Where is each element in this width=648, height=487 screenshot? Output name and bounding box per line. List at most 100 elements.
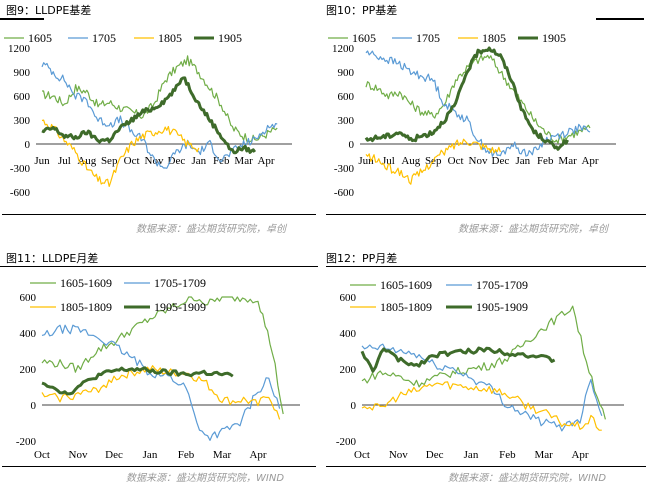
x-tick-label: Oct bbox=[448, 155, 464, 167]
legend-label: 1605-1609 bbox=[60, 276, 112, 290]
legend-label: 1605 bbox=[352, 31, 376, 45]
x-tick-label: Jun bbox=[34, 155, 50, 167]
x-tick-label: Mar bbox=[535, 449, 554, 461]
x-tick-label: Jan bbox=[143, 449, 158, 461]
source-note: 数据来源：盛达期货研究院，卓创 bbox=[136, 224, 286, 235]
legend-label: 1805 bbox=[482, 31, 506, 45]
source-note: 数据来源：盛达期货研究院，卓创 bbox=[458, 224, 608, 235]
y-tick-label: 0 bbox=[25, 139, 31, 151]
y-tick-label: 900 bbox=[338, 67, 355, 79]
y-tick-label: 0 bbox=[31, 400, 37, 412]
x-tick-label: Jan bbox=[191, 155, 206, 167]
series-line-1905-1909 bbox=[41, 366, 234, 396]
x-tick-label: Oct bbox=[354, 449, 370, 461]
series-line-1805-1809 bbox=[41, 365, 281, 420]
x-tick-label: Nov bbox=[469, 155, 488, 167]
legend-label: 1705-1709 bbox=[476, 278, 528, 292]
footer-rule bbox=[2, 214, 316, 215]
y-tick-label: -300 bbox=[10, 163, 31, 175]
x-tick-label: Aug bbox=[401, 155, 420, 167]
y-tick-label: 0 bbox=[351, 400, 357, 412]
x-tick-label: Apr bbox=[257, 155, 274, 167]
legend-label: 1705 bbox=[92, 31, 116, 45]
series-line-1805-1809 bbox=[361, 381, 602, 431]
x-tick-label: Jan bbox=[464, 449, 479, 461]
x-tick-label: Jun bbox=[358, 155, 374, 167]
series-line-1805 bbox=[41, 119, 200, 187]
x-tick-label: Nov bbox=[389, 449, 408, 461]
y-tick-label: 200 bbox=[340, 364, 357, 376]
source-note: 数据来源：盛达期货研究院，WIND bbox=[448, 473, 607, 484]
y-tick-label: 300 bbox=[338, 115, 355, 127]
legend-label: 1805-1809 bbox=[380, 300, 432, 314]
x-tick-label: Jul bbox=[382, 155, 395, 167]
title-rule bbox=[596, 18, 644, 20]
legend-label: 1605 bbox=[28, 31, 52, 45]
legend-label: 1905 bbox=[542, 31, 566, 45]
x-tick-label: Aug bbox=[77, 155, 96, 167]
y-tick-label: 600 bbox=[14, 91, 31, 103]
y-tick-label: 1200 bbox=[8, 43, 31, 55]
y-tick-label: 400 bbox=[340, 328, 357, 340]
x-tick-label: Jul bbox=[58, 155, 71, 167]
x-tick-label: Dec bbox=[426, 449, 444, 461]
series-line-1905 bbox=[364, 46, 569, 151]
x-tick-label: Feb bbox=[178, 449, 195, 461]
y-tick-label: 600 bbox=[20, 292, 37, 304]
title-rule bbox=[326, 266, 646, 267]
chart-title: 图9：LLDPE基差 bbox=[6, 4, 92, 17]
legend-label: 1705 bbox=[416, 31, 440, 45]
series-line-1605 bbox=[42, 55, 278, 143]
series-line-1705 bbox=[365, 50, 591, 157]
legend-label: 1905-1909 bbox=[154, 300, 206, 314]
y-tick-label: 0 bbox=[349, 139, 355, 151]
legend-label: 1605-1609 bbox=[380, 278, 432, 292]
footer-rule bbox=[326, 466, 646, 467]
y-tick-label: 1200 bbox=[332, 43, 355, 55]
legend-label: 1905-1909 bbox=[476, 300, 528, 314]
y-tick-label: -200 bbox=[16, 436, 37, 448]
series-line-1905-1909 bbox=[360, 346, 556, 373]
x-tick-label: Oct bbox=[124, 155, 140, 167]
x-tick-label: Apr bbox=[581, 155, 598, 167]
series-line-1705-1709 bbox=[361, 343, 603, 432]
y-tick-label: 300 bbox=[14, 115, 31, 127]
x-tick-label: Sep bbox=[101, 155, 118, 167]
x-tick-label: Mar bbox=[234, 155, 253, 167]
legend-label: 1905 bbox=[218, 31, 242, 45]
title-rule bbox=[0, 266, 318, 267]
footer-rule bbox=[326, 214, 646, 215]
chart-title: 图11：LLDPE月差 bbox=[6, 252, 99, 265]
y-tick-label: 400 bbox=[20, 328, 37, 340]
x-tick-label: Jan bbox=[515, 155, 530, 167]
series-line-1905 bbox=[41, 76, 257, 155]
x-tick-label: Dec bbox=[105, 449, 123, 461]
x-tick-label: Apr bbox=[249, 449, 266, 461]
y-tick-label: 900 bbox=[14, 67, 31, 79]
legend-label: 1805 bbox=[158, 31, 182, 45]
legend-label: 1705-1709 bbox=[154, 276, 206, 290]
x-tick-label: Feb bbox=[537, 155, 554, 167]
x-tick-label: Dec bbox=[492, 155, 510, 167]
y-tick-label: -200 bbox=[336, 436, 357, 448]
y-tick-label: -600 bbox=[334, 187, 355, 199]
series-line-1805 bbox=[365, 138, 501, 185]
footer-rule bbox=[2, 466, 316, 467]
y-tick-label: -300 bbox=[334, 163, 355, 175]
y-tick-label: 200 bbox=[20, 364, 37, 376]
chart-title: 图10：PP基差 bbox=[326, 4, 398, 17]
series-line-1605 bbox=[365, 54, 591, 144]
chart-title: 图12：PP月差 bbox=[326, 252, 398, 265]
x-tick-label: Oct bbox=[34, 449, 50, 461]
series-line-1605-1609 bbox=[361, 305, 606, 420]
source-note: 数据来源：盛达期货研究院，WIND bbox=[126, 473, 285, 484]
y-tick-label: 600 bbox=[338, 91, 355, 103]
x-tick-label: Apr bbox=[571, 449, 588, 461]
x-tick-label: Feb bbox=[499, 449, 516, 461]
x-tick-label: Nov bbox=[69, 449, 88, 461]
x-tick-label: Mar bbox=[558, 155, 577, 167]
